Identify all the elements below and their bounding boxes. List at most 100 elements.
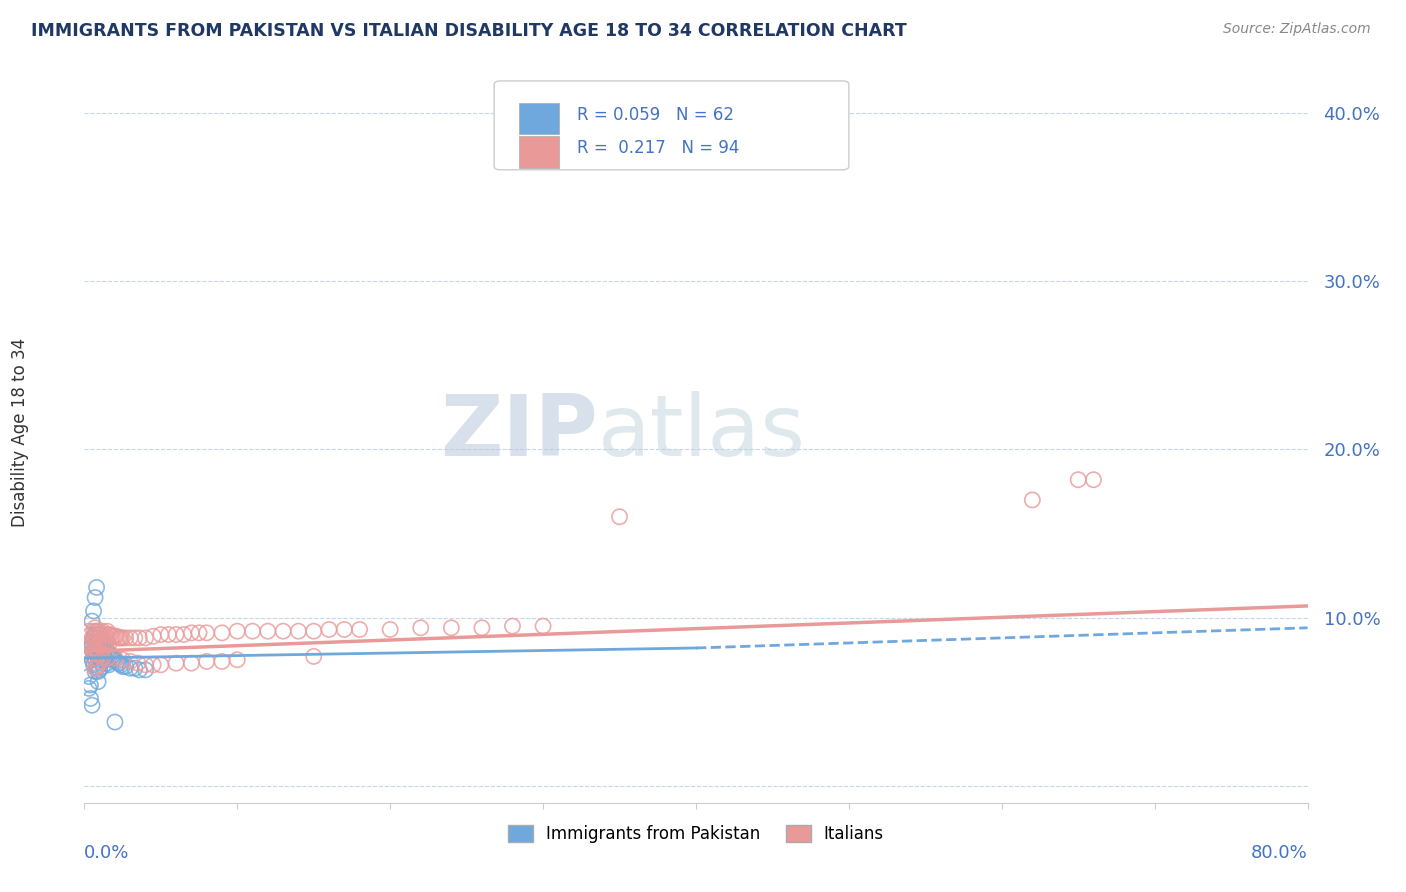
Point <box>91 624 114 639</box>
Point <box>108 631 131 645</box>
Point <box>79 678 101 692</box>
Point <box>103 629 125 643</box>
Text: Source: ZipAtlas.com: Source: ZipAtlas.com <box>1223 22 1371 37</box>
Point <box>165 627 187 641</box>
Point <box>87 640 110 655</box>
Point <box>105 629 128 643</box>
Point <box>80 653 103 667</box>
Point <box>84 661 107 675</box>
Point <box>104 651 127 665</box>
Point <box>104 653 127 667</box>
Point <box>80 614 103 628</box>
Point <box>107 656 129 670</box>
Point <box>77 681 100 696</box>
Point <box>79 640 101 655</box>
Point <box>83 631 105 645</box>
Point <box>128 631 150 645</box>
Point <box>98 627 121 641</box>
Point <box>89 624 111 639</box>
Point <box>93 640 115 654</box>
Point <box>90 656 112 670</box>
Point <box>149 627 172 641</box>
Point <box>84 651 107 665</box>
Point <box>83 624 105 639</box>
Point <box>96 651 118 665</box>
Point <box>94 640 117 655</box>
Point <box>79 691 101 706</box>
Point <box>211 655 233 669</box>
Point <box>349 623 371 637</box>
Point <box>180 656 202 670</box>
Point <box>77 670 100 684</box>
Point <box>195 655 218 669</box>
Point <box>89 644 111 658</box>
Point <box>84 631 107 645</box>
Point <box>83 644 105 658</box>
FancyBboxPatch shape <box>519 103 560 135</box>
Point <box>83 644 105 658</box>
Point <box>471 621 494 635</box>
Point <box>91 648 114 662</box>
Point <box>128 663 150 677</box>
Point <box>101 649 124 664</box>
Point <box>103 651 125 665</box>
Point <box>87 648 110 662</box>
Point <box>409 621 432 635</box>
FancyBboxPatch shape <box>494 81 849 169</box>
Point <box>86 624 108 639</box>
Point <box>101 629 124 643</box>
Point <box>86 644 108 658</box>
Point <box>609 509 631 524</box>
Text: atlas: atlas <box>598 391 806 475</box>
Point <box>211 625 233 640</box>
Y-axis label: Disability Age 18 to 34: Disability Age 18 to 34 <box>11 338 28 527</box>
Point <box>135 663 157 677</box>
FancyBboxPatch shape <box>519 136 560 168</box>
Point <box>104 629 127 643</box>
Point <box>87 653 110 667</box>
Point <box>165 656 187 670</box>
Point <box>84 591 107 605</box>
Point <box>84 627 107 641</box>
Point <box>380 623 402 637</box>
Point <box>114 659 136 673</box>
Point <box>90 627 112 641</box>
Text: 80.0%: 80.0% <box>1251 844 1308 862</box>
Point <box>87 665 110 679</box>
Point <box>333 623 356 637</box>
Point <box>80 640 103 655</box>
Point <box>108 656 131 670</box>
Point <box>124 661 146 675</box>
Point <box>127 656 149 670</box>
Point <box>271 624 294 639</box>
Point <box>107 631 129 645</box>
Point <box>91 659 114 673</box>
Point <box>89 663 111 677</box>
Point <box>195 625 218 640</box>
Point <box>89 655 111 669</box>
Point <box>188 625 211 640</box>
Point <box>87 627 110 641</box>
Point <box>180 625 202 640</box>
Point <box>142 657 165 672</box>
Point <box>1067 473 1090 487</box>
Point <box>86 624 108 639</box>
Text: ZIP: ZIP <box>440 391 598 475</box>
Point <box>90 644 112 658</box>
Point <box>80 636 103 650</box>
Point <box>91 636 114 650</box>
Point <box>96 634 118 648</box>
Point <box>226 653 249 667</box>
Text: 0.0%: 0.0% <box>84 844 129 862</box>
Point <box>531 619 554 633</box>
Point <box>97 627 120 641</box>
Point <box>91 634 114 648</box>
Point <box>94 638 117 652</box>
Point <box>242 624 264 639</box>
Point <box>87 657 110 672</box>
Point <box>89 640 111 654</box>
Point <box>149 657 172 672</box>
Point <box>287 624 309 639</box>
Point <box>1021 492 1043 507</box>
Point <box>84 640 107 654</box>
